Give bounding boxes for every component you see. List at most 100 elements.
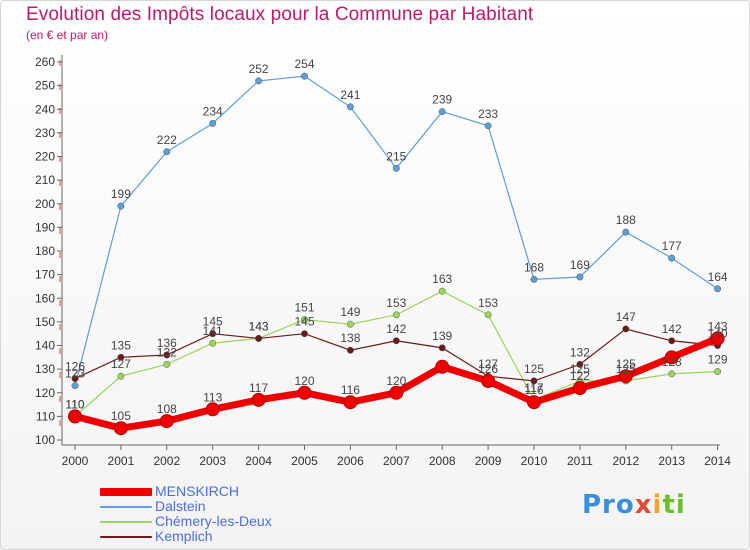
data-label-dalstein: 164 bbox=[708, 270, 728, 284]
data-label-chemery-les-deux: 110 bbox=[65, 397, 84, 411]
data-label-kemplich: 127 bbox=[478, 357, 498, 371]
data-point-kemplich bbox=[392, 337, 400, 345]
data-label-kemplich: 132 bbox=[570, 345, 590, 359]
chart-title: Evolution des Impôts locaux pour la Comm… bbox=[26, 4, 534, 25]
data-point-kemplich bbox=[346, 346, 354, 354]
data-point-dalstein bbox=[668, 254, 676, 262]
data-point-dalstein bbox=[71, 382, 79, 390]
data-label-chemery-les-deux: 117 bbox=[524, 381, 543, 395]
x-tick-label: 2014 bbox=[704, 454, 731, 468]
x-tick-label: 2012 bbox=[612, 454, 639, 468]
data-label-dalstein: 215 bbox=[386, 149, 406, 163]
data-point-menskirch bbox=[297, 385, 312, 400]
data-label-kemplich: 140 bbox=[708, 327, 728, 341]
data-point-menskirch bbox=[527, 395, 541, 410]
data-point-dalstein bbox=[484, 122, 492, 130]
data-point-kemplich bbox=[668, 337, 676, 345]
data-label-dalstein: 199 bbox=[111, 187, 131, 201]
data-label-chemery-les-deux: 163 bbox=[432, 272, 452, 286]
data-label-chemery-les-deux: 125 bbox=[570, 362, 590, 376]
data-point-menskirch bbox=[389, 385, 404, 400]
data-point-chemery-les-deux bbox=[163, 360, 171, 368]
data-point-dalstein bbox=[163, 148, 171, 156]
data-label-dalstein: 234 bbox=[203, 104, 223, 118]
x-tick-label: 2003 bbox=[199, 454, 226, 468]
data-point-kemplich bbox=[576, 360, 584, 368]
x-tick-label: 2013 bbox=[658, 454, 685, 468]
legend-label-menskirch: MENSKIRCH bbox=[155, 483, 240, 499]
data-label-dalstein: 169 bbox=[570, 258, 590, 272]
y-tick-label: 150 bbox=[35, 315, 55, 329]
data-label-chemery-les-deux: 149 bbox=[340, 305, 360, 319]
data-label-menskirch: 110 bbox=[65, 397, 84, 411]
data-label-menskirch: 116 bbox=[341, 383, 360, 397]
data-point-kemplich bbox=[530, 377, 538, 385]
data-label-kemplich: 139 bbox=[432, 329, 452, 343]
data-label-menskirch: 143 bbox=[708, 319, 728, 333]
data-point-kemplich bbox=[71, 375, 79, 383]
data-point-dalstein bbox=[346, 103, 354, 111]
data-point-chemery-les-deux bbox=[668, 370, 676, 378]
x-tick-label: 2002 bbox=[153, 454, 180, 468]
data-point-kemplich bbox=[209, 330, 217, 338]
legend-label-kemplich: Kemplich bbox=[155, 528, 213, 544]
proxiti-logo: Proxiti bbox=[582, 490, 686, 520]
y-tick-label: 120 bbox=[35, 386, 55, 400]
data-label-chemery-les-deux: 127 bbox=[111, 357, 131, 371]
data-point-dalstein bbox=[301, 72, 308, 80]
data-point-chemery-les-deux bbox=[392, 311, 400, 319]
y-tick-label: 260 bbox=[35, 55, 55, 69]
data-label-menskirch: 105 bbox=[111, 409, 131, 423]
data-point-chemery-les-deux bbox=[117, 372, 125, 380]
data-point-chemery-les-deux bbox=[209, 339, 217, 347]
y-tick-label: 180 bbox=[35, 244, 55, 258]
y-tick-label: 110 bbox=[36, 409, 55, 423]
data-label-menskirch: 120 bbox=[386, 374, 406, 388]
chart-series bbox=[68, 72, 725, 436]
data-label-chemery-les-deux: 128 bbox=[662, 355, 682, 369]
data-label-menskirch: 125 bbox=[616, 357, 636, 371]
data-point-chemery-les-deux bbox=[484, 311, 492, 319]
data-label-dalstein: 123 bbox=[65, 367, 85, 381]
data-point-menskirch bbox=[113, 421, 128, 436]
data-label-kemplich: 145 bbox=[203, 315, 223, 329]
legend-swatch-chemery-les-deux bbox=[100, 521, 152, 523]
y-tick-label: 100 bbox=[35, 433, 55, 447]
data-point-menskirch bbox=[343, 395, 358, 410]
data-label-dalstein: 254 bbox=[294, 57, 314, 71]
data-label-menskirch: 117 bbox=[249, 381, 268, 395]
data-point-menskirch bbox=[710, 331, 725, 346]
data-point-kemplich bbox=[622, 325, 630, 333]
data-point-kemplich bbox=[438, 344, 446, 352]
data-label-dalstein: 239 bbox=[432, 93, 452, 107]
chart-data-labels: 1101051081131171201161201261161221251431… bbox=[65, 57, 728, 423]
legend-item-chemery-les-deux: Chémery-les-Deux bbox=[100, 513, 360, 529]
data-point-menskirch bbox=[572, 381, 587, 396]
data-point-menskirch bbox=[481, 373, 496, 388]
y-tick-label: 160 bbox=[35, 291, 55, 305]
data-label-menskirch: 122 bbox=[570, 369, 590, 383]
x-tick-label: 2008 bbox=[429, 454, 456, 468]
data-label-chemery-les-deux: 129 bbox=[708, 352, 728, 366]
data-label-menskirch: 113 bbox=[203, 390, 222, 404]
data-label-dalstein: 168 bbox=[524, 260, 544, 274]
y-tick-label: 170 bbox=[35, 268, 55, 282]
data-label-kemplich: 138 bbox=[340, 331, 360, 345]
y-tick-label: 190 bbox=[35, 220, 55, 234]
data-point-dalstein bbox=[117, 202, 125, 210]
data-label-kemplich: 143 bbox=[249, 319, 269, 333]
data-point-kemplich bbox=[117, 353, 125, 361]
y-tick-label: 220 bbox=[35, 150, 55, 164]
x-tick-label: 2010 bbox=[521, 454, 548, 468]
data-point-dalstein bbox=[392, 164, 400, 172]
data-label-chemery-les-deux: 153 bbox=[478, 296, 498, 310]
logo-part-pro: Pro bbox=[582, 490, 635, 520]
data-point-menskirch bbox=[664, 350, 679, 365]
data-label-kemplich: 125 bbox=[524, 362, 544, 376]
data-point-kemplich bbox=[255, 334, 263, 342]
legend-item-dalstein: Dalstein bbox=[100, 498, 360, 514]
data-label-dalstein: 188 bbox=[616, 213, 636, 227]
data-point-menskirch bbox=[435, 359, 450, 374]
data-label-chemery-les-deux: 125 bbox=[616, 362, 636, 376]
data-point-chemery-les-deux bbox=[346, 320, 354, 328]
